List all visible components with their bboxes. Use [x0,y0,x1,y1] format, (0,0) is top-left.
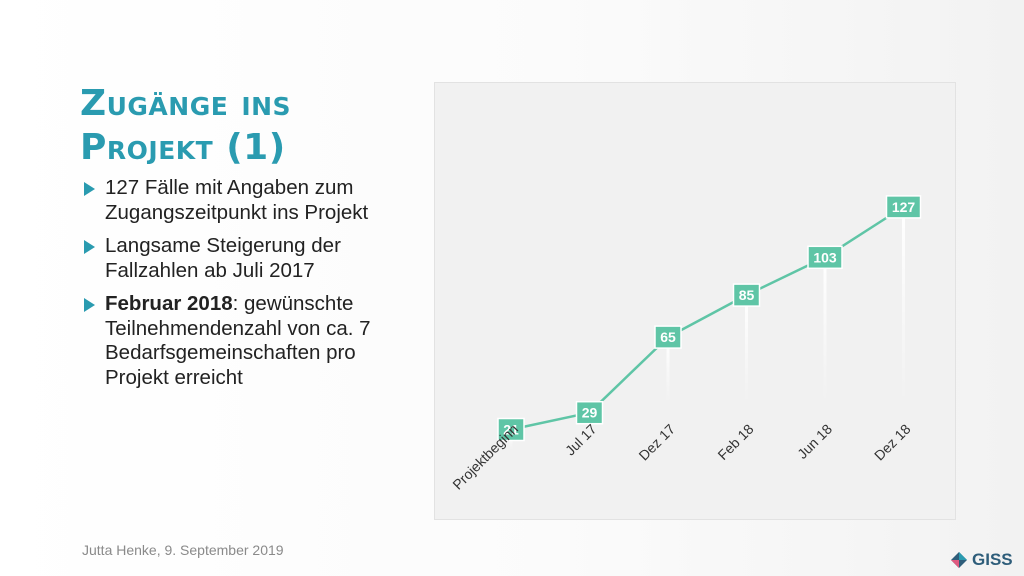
data-label: 29 [575,400,604,425]
series-line-segment [588,335,670,414]
drop-line [745,295,748,403]
data-label: 21 [497,417,525,442]
data-label-box [885,195,922,219]
x-tick-label: Feb 18 [714,421,756,463]
bullet-list: 127 Fälle mit Angaben zum Zugangszeitpun… [82,176,412,399]
slide-title-line-2: Projekt (1) [80,127,286,168]
data-label-box [654,325,682,349]
logo-mark-icon [951,552,967,568]
data-label-text: 103 [813,249,837,265]
data-label-text: 65 [660,329,676,345]
footer-text: Jutta Henke, 9. September 2019 [82,542,284,558]
bullet-item: Langsame Steigerung der Fallzahlen ab Ju… [82,234,412,283]
data-label: 65 [654,325,682,349]
data-label: 103 [807,245,843,270]
data-label-box [575,400,604,425]
x-axis-tick-labels: Projektbeginn Jul 17 Dez 17 Feb 18 Jun 18 Dez… [449,421,914,493]
data-label-text: 127 [892,199,916,215]
slide-title: Zugänge ins Projekt (1) [80,82,410,170]
line-chart: 21 29 65 85 103 127 Projektbeginn Jul 17 Dez 17… [449,195,922,493]
data-label-text: 29 [582,405,598,421]
data-label-box [732,283,761,307]
bullet-text: Langsame Steigerung der Fallzahlen ab Ju… [105,234,341,282]
data-label-text: 85 [739,287,755,303]
x-tick-label: Dez 17 [635,421,678,464]
bullet-item: Februar 2018: gewünschte Teilnehmendenza… [82,292,412,390]
x-tick-label: Projektbeginn [449,421,521,493]
x-tick-label: Jun 18 [794,421,835,462]
logo-text: GISS [972,550,1013,569]
data-label-box [497,417,525,442]
slide-title-line-1: Zugänge ins [80,83,292,124]
triangle-right-icon [84,240,95,254]
giss-logo: GISS [950,550,1013,570]
data-label: 127 [885,195,922,219]
triangle-right-icon [84,182,95,196]
chart-panel: 21 29 65 85 103 127 Projektbeginn Jul 17 Dez 17… [434,82,956,520]
bullet-item: 127 Fälle mit Angaben zum Zugangszeitpun… [82,176,412,225]
bullet-body-text: 127 Fälle mit Angaben zum Zugangszeitpun… [105,176,369,224]
x-tick-label: Jul 17 [562,421,600,459]
series-line [509,205,905,431]
bullet-text: Februar 2018: gewünschte Teilnehmendenza… [105,292,371,389]
x-tick-label: Dez 18 [871,421,914,464]
data-label-text: 21 [503,422,519,438]
data-label: 85 [732,283,761,307]
bullet-body-text: Langsame Steigerung der Fallzahlen ab Ju… [105,234,341,282]
drop-line [666,337,670,403]
bullet-text: 127 Fälle mit Angaben zum Zugangszeitpun… [105,176,368,224]
bullet-strong-text: Februar 2018 [105,292,233,315]
data-labels: 21 29 65 85 103 127 [497,195,922,442]
bullet-body-text: : gewünschte Teilnehmendenzahl von ca. 7… [105,292,371,389]
drop-line [823,257,827,403]
triangle-right-icon [84,298,95,312]
drop-line [902,206,905,403]
data-label-box [807,245,843,270]
